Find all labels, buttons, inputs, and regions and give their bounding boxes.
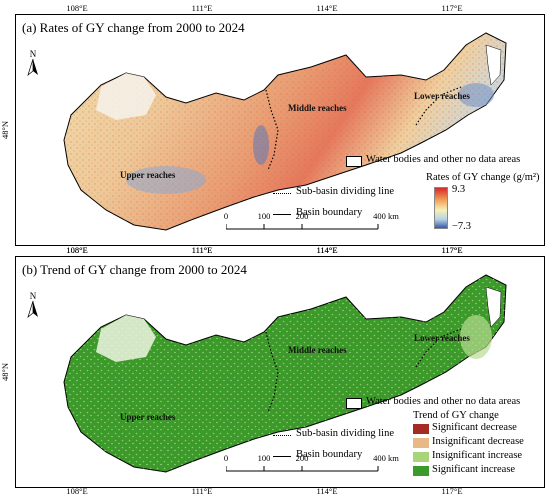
label-upper-reaches-a: Upper reaches: [120, 170, 176, 180]
label-insignificant-decrease: Insignificant decrease: [432, 436, 524, 447]
scale-label-200: 200: [295, 211, 309, 221]
tick-top-111-a: 111°E: [191, 3, 213, 13]
panel-b-trend-map: (b) Trend of GY change from 2000 to 2024…: [15, 256, 545, 488]
panel-a-map: Upper reaches Middle reaches Lower reach…: [63, 32, 507, 231]
rate-max-label: 9.3: [452, 184, 466, 195]
tick-top-117-a: 117°E: [441, 3, 463, 13]
legend-subbasin: Sub-basin dividing line: [296, 186, 394, 197]
label-middle-reaches-b: Middle reaches: [288, 345, 347, 355]
legend-boundary: Basin boundary: [296, 207, 363, 218]
label-significant-increase: Significant increase: [432, 464, 516, 475]
label-lower-reaches-b: Lower reaches: [414, 333, 470, 343]
north-arrow-icon: N: [27, 49, 38, 76]
boundary-line-symbol: [273, 214, 291, 215]
tick-bottom-108-b: 108°E: [66, 486, 88, 496]
water-bodies-swatch: [346, 156, 362, 167]
tick-top-114-a: 114°E: [316, 3, 338, 13]
legend-water-b: Water bodies and other no data areas: [366, 396, 521, 407]
tick-left-48-b: 48°N: [0, 362, 11, 382]
swatch-significant-increase: [413, 466, 429, 476]
swatch-insignificant-decrease: [413, 438, 429, 448]
label-significant-decrease: Significant decrease: [432, 422, 517, 433]
scale-label-400: 400 km: [373, 211, 399, 221]
tick-bottom-114-b: 114°E: [316, 486, 338, 496]
tick-top-108-b: 108°E: [66, 245, 88, 255]
panel-b-title: (b) Trend of GY change from 2000 to 2024: [22, 262, 247, 277]
north-arrow-icon: N: [27, 291, 38, 318]
legend-trend-title: Trend of GY change: [413, 410, 499, 421]
panel-a-rates-map: (a) Rates of GY change from 2000 to 2024: [15, 14, 545, 246]
tick-bottom-117-a: 117°E: [441, 245, 463, 255]
rate-min-label: −7.3: [452, 221, 472, 232]
rate-color-ramp: [434, 187, 448, 229]
scale-label-400: 400 km: [373, 453, 399, 463]
swatch-insignificant-increase: [413, 452, 429, 462]
legend-boundary-b: Basin boundary: [296, 449, 363, 460]
scale-bar: [226, 224, 379, 230]
tick-bottom-108-a: 108°E: [66, 245, 88, 255]
tick-bottom-117-b: 117°E: [441, 486, 463, 496]
legend-water: Water bodies and other no data areas: [366, 154, 521, 165]
legend-subbasin-b: Sub-basin dividing line: [296, 428, 394, 439]
tick-top-111-b: 111°E: [191, 245, 213, 255]
tick-top-114-b: 114°E: [316, 245, 338, 255]
scale-label-100: 100: [257, 453, 271, 463]
tick-bottom-111-b: 111°E: [191, 486, 213, 496]
swatch-significant-decrease: [413, 424, 429, 434]
subbasin-line-symbol: [273, 435, 291, 436]
scale-label-100: 100: [257, 211, 271, 221]
label-middle-reaches-a: Middle reaches: [288, 103, 347, 113]
panel-a-title: (a) Rates of GY change from 2000 to 2024: [22, 20, 245, 35]
label-upper-reaches-b: Upper reaches: [120, 412, 176, 422]
svg-text:N: N: [30, 49, 37, 59]
legend-rate-title: Rates of GY change (g/m²): [426, 172, 540, 183]
panel-b-map: Upper reaches Middle reaches Lower reach…: [63, 274, 507, 473]
label-insignificant-increase: Insignificant increase: [432, 450, 523, 461]
tick-bottom-114-a: 114°E: [316, 245, 338, 255]
tick-left-48-a: 48°N: [0, 120, 11, 140]
scale-bar: [226, 466, 379, 472]
tick-bottom-111-a: 111°E: [191, 245, 213, 255]
label-lower-reaches-a: Lower reaches: [414, 91, 470, 101]
scale-label-200: 200: [295, 453, 309, 463]
scale-label-0: 0: [223, 453, 229, 463]
boundary-line-symbol: [273, 456, 291, 457]
subbasin-line-symbol: [273, 193, 291, 194]
svg-text:N: N: [30, 291, 37, 301]
tick-top-117-b: 117°E: [441, 245, 463, 255]
scale-label-0: 0: [223, 211, 229, 221]
tick-top-108-a: 108°E: [66, 3, 88, 13]
water-bodies-swatch: [346, 398, 362, 409]
